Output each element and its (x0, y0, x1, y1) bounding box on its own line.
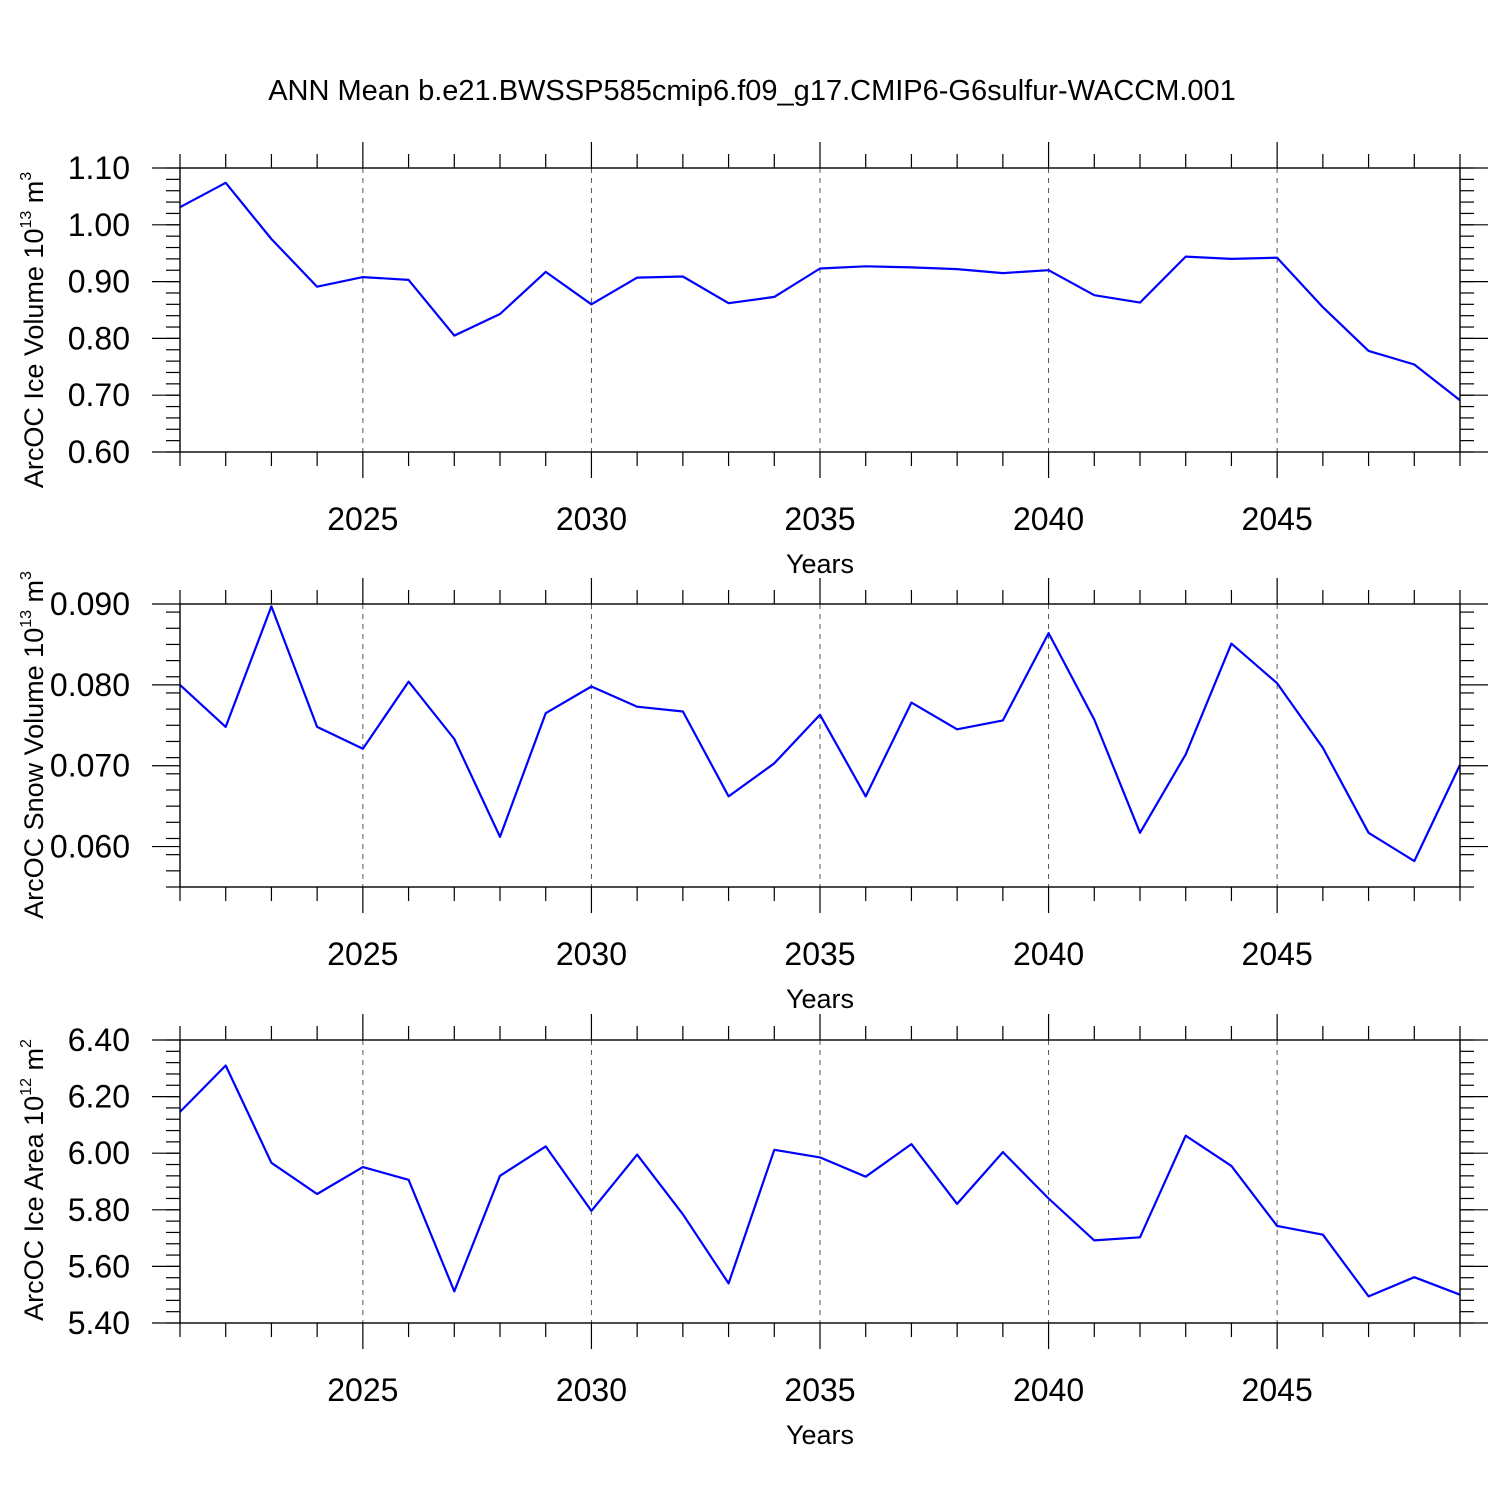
x-axis-label: Years (786, 1420, 854, 1450)
x-axis-label: Years (786, 984, 854, 1014)
x-tick-label: 2040 (1013, 1372, 1084, 1408)
x-tick-label: 2040 (1013, 501, 1084, 537)
x-tick-label: 2030 (556, 936, 627, 972)
y-tick-label: 0.060 (50, 829, 130, 865)
y-tick-label: 0.080 (50, 667, 130, 703)
x-tick-label: 2045 (1242, 936, 1313, 972)
plot-frame (179, 603, 1461, 888)
series-line (179, 605, 1461, 863)
y-tick-label: 0.90 (68, 264, 130, 300)
y-tick-label: 6.00 (68, 1135, 130, 1171)
figure-title: ANN Mean b.e21.BWSSP585cmip6.f09_g17.CMI… (268, 75, 1236, 107)
x-tick-label: 2025 (327, 501, 398, 537)
x-tick-label: 2030 (556, 501, 627, 537)
panel-2: 0.060 0.070 0.080 0.090 2025 2030 2035 2040 2045… (18, 571, 1488, 1014)
series-line (179, 1064, 1461, 1298)
plot-frame (179, 1039, 1461, 1324)
y-tick-label: 0.80 (68, 320, 130, 356)
y-tick-label: 0.090 (50, 586, 130, 622)
panel-3: 5.40 5.60 5.80 6.00 6.20 6.40 2025 2030 2035 2040… (18, 1014, 1488, 1450)
y-tick-label: 1.00 (68, 207, 130, 243)
y-tick-label: 0.070 (50, 748, 130, 784)
y-axis-label: ArcOC Ice Volume 1013 m3 (18, 172, 49, 488)
x-tick-label: 2040 (1013, 936, 1084, 972)
x-axis-label: Years (786, 549, 854, 579)
x-tick-label: 2035 (784, 1372, 855, 1408)
y-axis-label: ArcOC Ice Area 1012 m2 (18, 1039, 49, 1321)
y-tick-label: 5.40 (68, 1305, 130, 1341)
y-tick-label: 1.10 (68, 150, 130, 186)
x-tick-label: 2025 (327, 1372, 398, 1408)
series-line (179, 181, 1461, 402)
x-tick-label: 2025 (327, 936, 398, 972)
x-tick-label: 2045 (1242, 501, 1313, 537)
plot-frame (179, 167, 1461, 453)
x-tick-label: 2045 (1242, 1372, 1313, 1408)
x-tick-label: 2030 (556, 1372, 627, 1408)
y-tick-label: 6.20 (68, 1079, 130, 1115)
y-tick-label: 0.60 (68, 434, 130, 470)
x-tick-label: 2035 (784, 936, 855, 972)
y-tick-label: 5.60 (68, 1248, 130, 1284)
panel-1: 0.60 0.70 0.80 0.90 1.00 1.10 2025 2030 2035 2040… (18, 142, 1488, 579)
y-axis-label: ArcOC Snow Volume 1013 m3 (18, 571, 49, 919)
y-tick-label: 6.40 (68, 1022, 130, 1058)
x-tick-label: 2035 (784, 501, 855, 537)
y-tick-label: 0.70 (68, 377, 130, 413)
y-tick-label: 5.80 (68, 1192, 130, 1228)
